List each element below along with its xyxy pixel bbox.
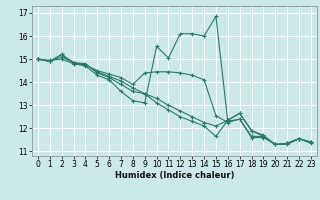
X-axis label: Humidex (Indice chaleur): Humidex (Indice chaleur) <box>115 171 234 180</box>
